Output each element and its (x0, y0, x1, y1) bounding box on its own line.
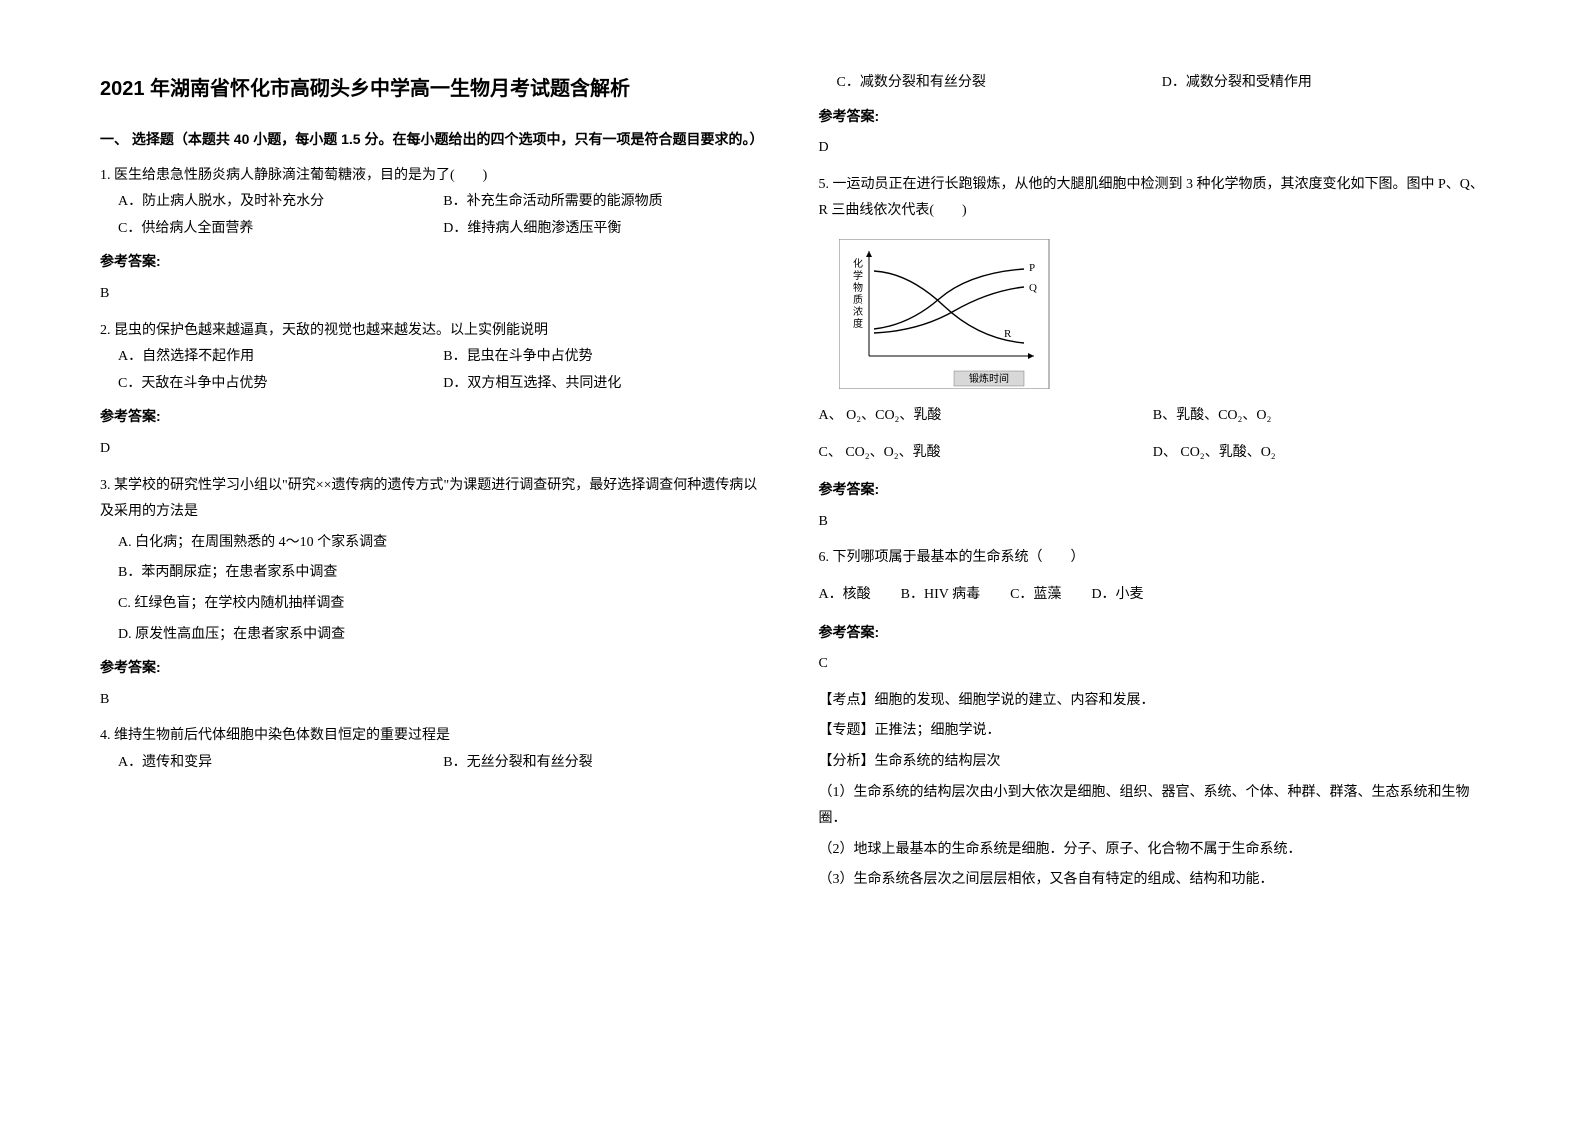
svg-text:浓: 浓 (853, 306, 863, 318)
question-4-cont: C．减数分裂和有丝分裂 D．减数分裂和受精作用 参考答案: D (819, 70, 1488, 162)
q4-optA: A．遗传和变异 (118, 750, 443, 777)
q6-kaodian: 【考点】细胞的发现、细胞学说的建立、内容和发展． (819, 688, 1488, 715)
q6-fenxi: 【分析】生命系统的结构层次 (819, 749, 1488, 776)
q5-answer: B (819, 509, 1488, 536)
q6-optA: A．核酸 (819, 582, 871, 609)
svg-text:质: 质 (853, 294, 863, 306)
right-column: C．减数分裂和有丝分裂 D．减数分裂和受精作用 参考答案: D 5. 一运动员正… (819, 70, 1488, 1052)
q1-optC: C．供给病人全面营养 (118, 216, 443, 243)
q5-optA: A、 O₂、CO₂、乳酸 (819, 403, 1153, 430)
q6-stem: 6. 下列哪项属于最基本的生命系统（ ） (819, 545, 1488, 572)
svg-text:学: 学 (853, 269, 863, 282)
q5-optD: D、 CO₂、乳酸、O₂ (1153, 440, 1276, 467)
q1-answer-label: 参考答案: (100, 248, 769, 275)
q6-answer-label: 参考答案: (819, 619, 1488, 646)
curve-P-label: P (1029, 262, 1035, 274)
chart-border (839, 239, 1049, 389)
section-header: 一、 选择题（本题共 40 小题，每小题 1.5 分。在每小题给出的四个选项中，… (100, 126, 769, 153)
q4-answer: D (819, 135, 1488, 162)
question-1: 1. 医生给患急性肠炎病人静脉滴注葡萄糖液，目的是为了( ) A．防止病人脱水，… (100, 163, 769, 308)
q5-chart: 化 学 物 质 浓 度 P Q (839, 239, 1069, 389)
left-column: 2021 年湖南省怀化市高砌头乡中学高一生物月考试题含解析 一、 选择题（本题共… (100, 70, 769, 1052)
q4-answer-label: 参考答案: (819, 103, 1488, 130)
q6-p1: （1）生命系统的结构层次由小到大依次是细胞、组织、器官、系统、个体、种群、群落、… (819, 780, 1488, 833)
q2-answer-label: 参考答案: (100, 403, 769, 430)
q3-answer: B (100, 687, 769, 714)
q6-optB: B．HIV 病毒 (901, 582, 980, 609)
q4-stem: 4. 维持生物前后代体细胞中染色体数目恒定的重要过程是 (100, 723, 769, 750)
q5-stem: 5. 一运动员正在进行长跑锻炼，从他的大腿肌细胞中检测到 3 种化学物质，其浓度… (819, 172, 1488, 225)
q3-stem: 3. 某学校的研究性学习小组以"研究××遗传病的遗传方式"为课题进行调查研究，最… (100, 473, 769, 526)
question-6: 6. 下列哪项属于最基本的生命系统（ ） A．核酸 B．HIV 病毒 C．蓝藻 … (819, 545, 1488, 894)
chart-ylabel: 化 (853, 257, 863, 270)
q5-optC: C、 CO₂、O₂、乳酸 (819, 440, 1153, 467)
question-2: 2. 昆虫的保护色越来越逼真，天敌的视觉也越来越发达。以上实例能说明 A．自然选… (100, 318, 769, 463)
q6-p3: （3）生命系统各层次之间层层相依，又各自有特定的组成、结构和功能． (819, 867, 1488, 894)
q1-optB: B．补充生命活动所需要的能源物质 (443, 189, 768, 216)
q5-answer-label: 参考答案: (819, 476, 1488, 503)
q2-optC: C．天敌在斗争中占优势 (118, 371, 443, 398)
q6-p2: （2）地球上最基本的生命系统是细胞．分子、原子、化合物不属于生命系统． (819, 837, 1488, 864)
q1-stem: 1. 医生给患急性肠炎病人静脉滴注葡萄糖液，目的是为了( ) (100, 163, 769, 190)
page-title: 2021 年湖南省怀化市高砌头乡中学高一生物月考试题含解析 (100, 70, 769, 108)
q2-optD: D．双方相互选择、共同进化 (443, 371, 768, 398)
svg-text:度: 度 (853, 317, 863, 330)
q5-optB: B、乳酸、CO₂、O₂ (1153, 403, 1272, 430)
q2-answer: D (100, 436, 769, 463)
curve-R (874, 271, 1024, 343)
q3-optA: A. 白化病；在周围熟悉的 4～10 个家系调查 (118, 530, 769, 557)
q6-zhuanti: 【专题】正推法；细胞学说． (819, 718, 1488, 745)
q2-optA: A．自然选择不起作用 (118, 344, 443, 371)
question-5: 5. 一运动员正在进行长跑锻炼，从他的大腿肌细胞中检测到 3 种化学物质，其浓度… (819, 172, 1488, 536)
chart-axes: P Q R (866, 251, 1037, 359)
q1-answer: B (100, 281, 769, 308)
question-3: 3. 某学校的研究性学习小组以"研究××遗传病的遗传方式"为课题进行调查研究，最… (100, 473, 769, 714)
q4-optB: B．无丝分裂和有丝分裂 (443, 750, 768, 777)
q6-optD: D．小麦 (1091, 582, 1143, 609)
curve-R-label: R (1004, 328, 1012, 340)
q3-optB: B．苯丙酮尿症；在患者家系中调查 (118, 560, 769, 587)
q1-optD: D．维持病人细胞渗透压平衡 (443, 216, 768, 243)
curve-Q-label: Q (1029, 282, 1037, 294)
question-4: 4. 维持生物前后代体细胞中染色体数目恒定的重要过程是 A．遗传和变异 B．无丝… (100, 723, 769, 776)
q1-optA: A．防止病人脱水，及时补充水分 (118, 189, 443, 216)
q6-optC: C．蓝藻 (1010, 582, 1061, 609)
q3-optC: C. 红绿色盲；在学校内随机抽样调查 (118, 591, 769, 618)
curve-P (874, 269, 1024, 329)
q2-stem: 2. 昆虫的保护色越来越逼真，天敌的视觉也越来越发达。以上实例能说明 (100, 318, 769, 345)
chart-xlabel: 锻炼时间 (969, 372, 1009, 385)
svg-text:物: 物 (853, 281, 863, 294)
chart-svg: 化 学 物 质 浓 度 P Q (839, 239, 1069, 389)
q4-optC: C．减数分裂和有丝分裂 (837, 70, 1162, 97)
q6-answer: C (819, 651, 1488, 678)
q3-optD: D. 原发性高血压；在患者家系中调查 (118, 622, 769, 649)
q3-answer-label: 参考答案: (100, 654, 769, 681)
q2-optB: B．昆虫在斗争中占优势 (443, 344, 768, 371)
q4-optD: D．减数分裂和受精作用 (1162, 70, 1487, 97)
